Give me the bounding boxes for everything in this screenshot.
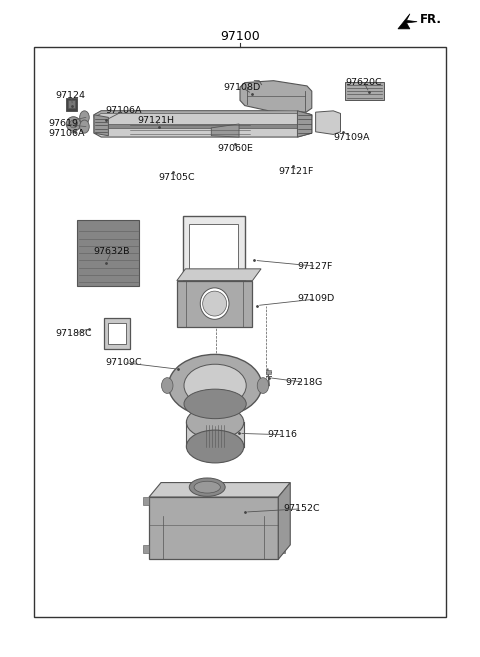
Polygon shape [108, 124, 298, 128]
Bar [279, 497, 285, 505]
Ellipse shape [184, 364, 246, 407]
Text: 97218G: 97218G [286, 378, 323, 387]
Ellipse shape [66, 117, 81, 131]
Polygon shape [94, 111, 312, 118]
Text: 97105C: 97105C [158, 173, 195, 182]
Ellipse shape [186, 406, 244, 439]
Text: 97152C: 97152C [283, 505, 320, 513]
Text: 97060E: 97060E [217, 144, 253, 152]
Text: 97100: 97100 [220, 30, 260, 43]
Circle shape [257, 378, 269, 394]
Bar [149, 497, 278, 559]
Ellipse shape [168, 354, 262, 417]
Bar [177, 281, 252, 327]
Text: 97116: 97116 [268, 430, 298, 440]
Ellipse shape [186, 430, 244, 463]
Bar [144, 497, 149, 505]
Text: 97109D: 97109D [298, 294, 335, 304]
Ellipse shape [194, 482, 220, 493]
Bar [345, 82, 384, 101]
Circle shape [161, 378, 173, 394]
Ellipse shape [189, 478, 225, 496]
Text: 97620C: 97620C [345, 78, 382, 87]
Text: 97632B: 97632B [93, 246, 130, 256]
Polygon shape [398, 14, 417, 29]
Polygon shape [278, 483, 290, 559]
Bar [279, 545, 285, 553]
Bar [68, 101, 75, 108]
Bar [77, 220, 140, 286]
Text: 97121F: 97121F [278, 167, 313, 175]
Bar [144, 545, 149, 553]
Ellipse shape [70, 120, 77, 128]
Circle shape [80, 120, 89, 133]
Bar [34, 47, 446, 617]
Ellipse shape [203, 291, 227, 316]
Bar [266, 371, 271, 374]
Text: 97121H: 97121H [137, 116, 174, 125]
Polygon shape [316, 111, 340, 135]
Ellipse shape [200, 288, 229, 319]
Polygon shape [298, 111, 312, 137]
Text: 97188C: 97188C [56, 329, 92, 338]
Bar [104, 318, 130, 350]
Circle shape [80, 111, 89, 124]
Ellipse shape [184, 389, 246, 419]
Text: 97127F: 97127F [298, 261, 333, 271]
Text: FR.: FR. [420, 12, 442, 26]
Bar [108, 323, 126, 344]
Polygon shape [211, 124, 239, 137]
Bar [189, 223, 238, 272]
Polygon shape [201, 412, 229, 424]
Bar [66, 98, 77, 111]
Bar [186, 422, 244, 447]
Text: 97106A: 97106A [105, 106, 142, 116]
Text: 97106A: 97106A [48, 129, 85, 138]
Bar [182, 215, 245, 280]
Polygon shape [149, 483, 290, 497]
Polygon shape [240, 81, 312, 112]
Text: 97619: 97619 [48, 120, 79, 129]
Text: 97124: 97124 [56, 91, 86, 101]
Text: 97109A: 97109A [333, 133, 370, 141]
Text: 97108D: 97108D [223, 83, 261, 92]
Polygon shape [177, 269, 261, 281]
Text: 97109C: 97109C [105, 358, 142, 367]
Polygon shape [94, 111, 312, 137]
Polygon shape [94, 115, 108, 136]
